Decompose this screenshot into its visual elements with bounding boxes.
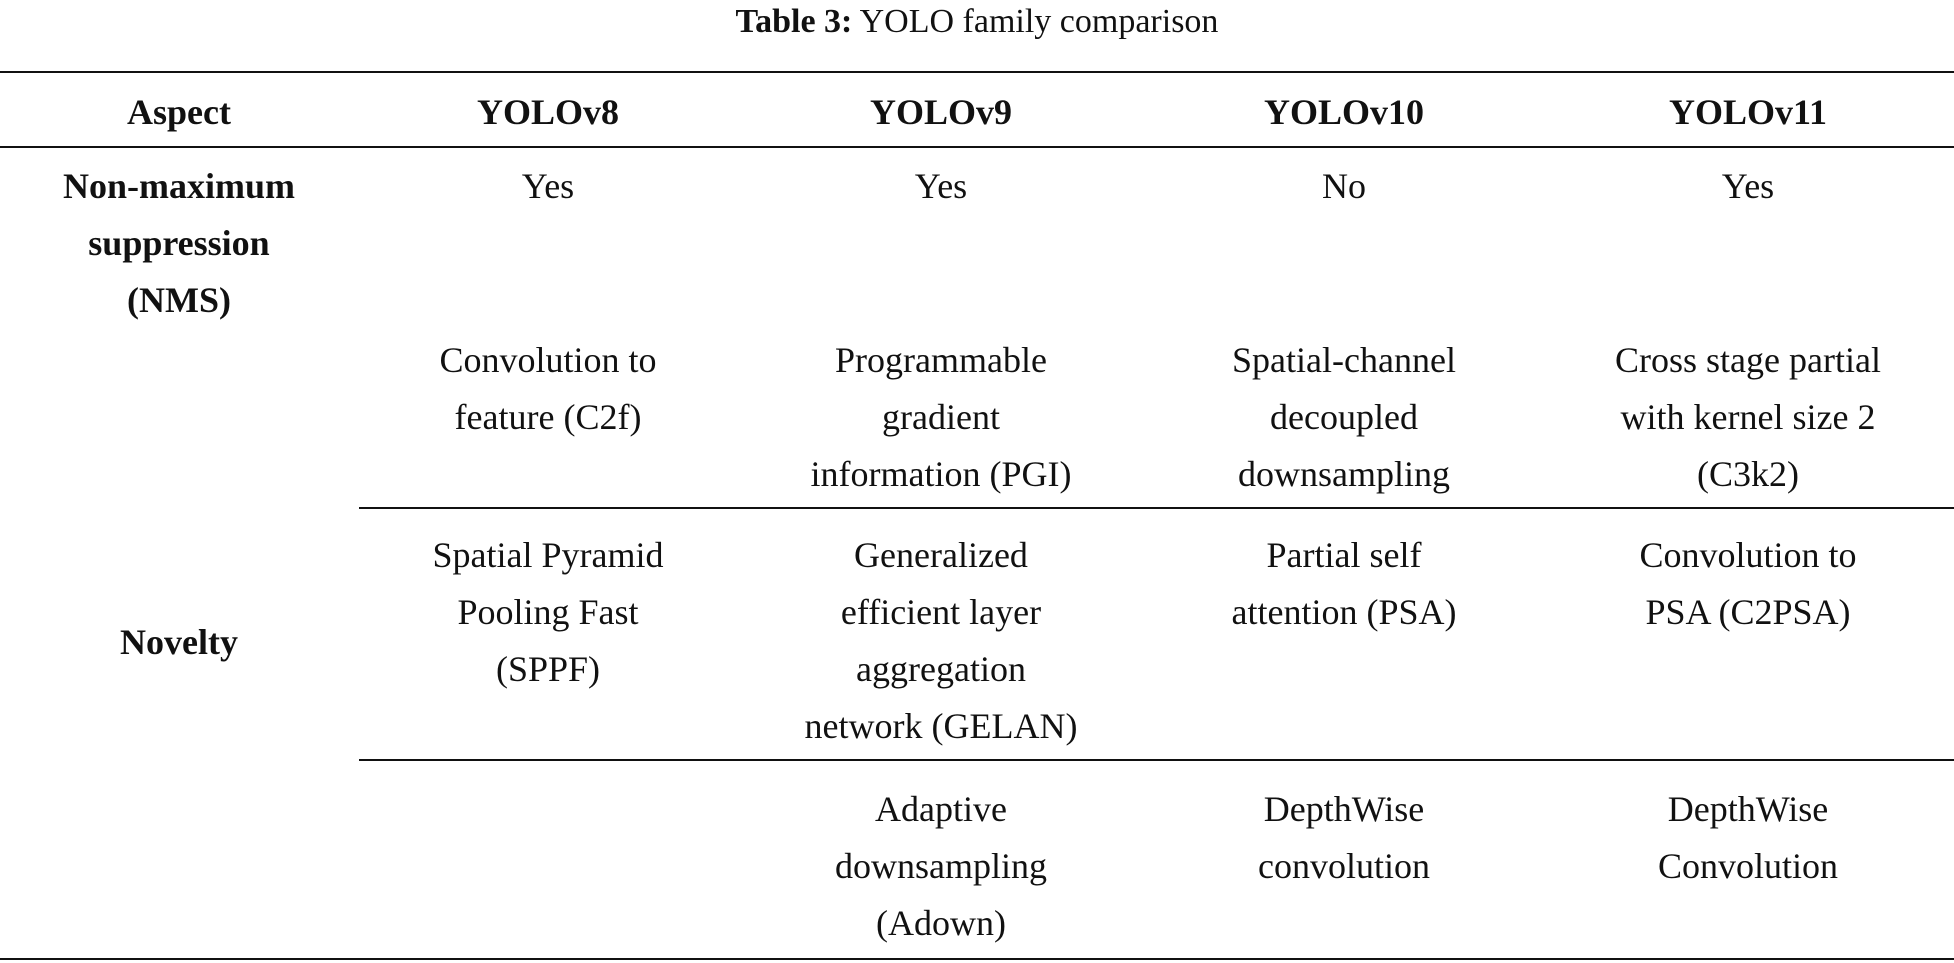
row-label-novelty: Novelty xyxy=(9,614,349,671)
table-cell: Cross stage partial with kernel size 2 (C3… xyxy=(1558,332,1938,503)
table-cell: Yes xyxy=(358,158,738,215)
cell-line: (C3k2) xyxy=(1697,454,1799,494)
cell-line: Yes xyxy=(914,166,968,206)
row-label-nms: Non-maximum suppression (NMS) xyxy=(9,158,349,329)
table-cell: DepthWise convolution xyxy=(1154,781,1534,895)
cell-line: Convolution xyxy=(1657,846,1839,886)
cell-line: downsampling xyxy=(835,846,1047,886)
table-cell: Spatial-channel decoupled downsampling xyxy=(1154,332,1534,503)
table-cell: Convolution to feature (C2f) xyxy=(358,332,738,446)
cell-line: Convolution to xyxy=(439,340,657,380)
cell-line: efficient layer xyxy=(840,592,1042,632)
cell-line: Yes xyxy=(1721,166,1775,206)
header-aspect: Aspect xyxy=(127,92,231,132)
cell-line: attention (PSA) xyxy=(1231,592,1457,632)
cell-line: network (GELAN) xyxy=(804,706,1078,746)
cell-line: Spatial-channel xyxy=(1232,340,1456,380)
table-cell: Partial self attention (PSA) xyxy=(1154,527,1534,641)
header-rule xyxy=(0,146,1954,148)
cell-line: PSA (C2PSA) xyxy=(1645,592,1851,632)
header-yolov8: YOLOv8 xyxy=(476,92,619,132)
cell-line: convolution xyxy=(1258,846,1430,886)
cell-line: information (PGI) xyxy=(810,454,1072,494)
row-divider xyxy=(359,759,1954,761)
table-cell: Convolution to PSA (C2PSA) xyxy=(1558,527,1938,641)
table-cell: Yes xyxy=(1558,158,1938,215)
table-cell: Spatial Pyramid Pooling Fast (SPPF) xyxy=(358,527,738,698)
cell-line: Programmable xyxy=(835,340,1047,380)
cell-line: feature (C2f) xyxy=(454,397,642,437)
cell-line: with kernel size 2 xyxy=(1620,397,1876,437)
cell-line: Generalized xyxy=(854,535,1028,575)
row-divider xyxy=(359,507,1954,509)
cell-line: (NMS) xyxy=(127,280,231,320)
table-cell: Generalized efficient layer aggregation net… xyxy=(751,527,1131,755)
cell-line: No xyxy=(1322,166,1366,206)
top-rule xyxy=(0,71,1954,73)
cell-line: Pooling Fast xyxy=(457,592,639,632)
cell-line: Novelty xyxy=(120,622,238,662)
cell-line: Yes xyxy=(521,166,575,206)
cell-line: downsampling xyxy=(1238,454,1450,494)
cell-line: (Adown) xyxy=(876,903,1006,943)
table-cell: No xyxy=(1154,158,1534,215)
cell-line: decoupled xyxy=(1270,397,1418,437)
table-caption: Table 3: YOLO family comparison xyxy=(0,2,1954,42)
cell-line: aggregation xyxy=(856,649,1026,689)
cell-line: Adaptive xyxy=(875,789,1007,829)
cell-line: (SPPF) xyxy=(495,649,601,689)
cell-line: Non-maximum xyxy=(63,166,295,206)
cell-line: Convolution to xyxy=(1639,535,1857,575)
header-yolov11: YOLOv11 xyxy=(1668,92,1828,132)
table-cell: Adaptive downsampling (Adown) xyxy=(751,781,1131,952)
table-cell: DepthWise Convolution xyxy=(1558,781,1938,895)
table-cell: Programmable gradient information (PGI) xyxy=(751,332,1131,503)
cell-line: suppression xyxy=(88,223,270,263)
header-yolov10: YOLOv10 xyxy=(1263,92,1424,132)
cell-line: Spatial Pyramid xyxy=(432,535,664,575)
table-caption-label: Table 3: xyxy=(735,3,853,40)
cell-line: Partial self xyxy=(1266,535,1422,575)
cell-line: Cross stage partial xyxy=(1615,340,1881,380)
cell-line: DepthWise xyxy=(1263,789,1425,829)
table-cell: Yes xyxy=(751,158,1131,215)
cell-line: gradient xyxy=(882,397,1000,437)
bottom-rule xyxy=(0,958,1954,960)
cell-line: DepthWise xyxy=(1667,789,1829,829)
table-caption-text: YOLO family comparison xyxy=(852,3,1219,40)
header-yolov9: YOLOv9 xyxy=(869,92,1012,132)
